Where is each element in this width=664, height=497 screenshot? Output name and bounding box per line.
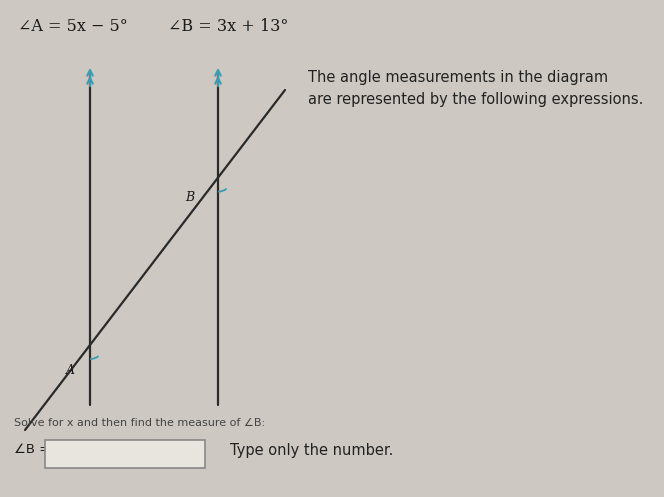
Text: are represented by the following expressions.: are represented by the following express… (308, 92, 643, 107)
Text: ∠A = 5x − 5°: ∠A = 5x − 5° (18, 18, 127, 35)
Text: B: B (185, 191, 195, 204)
Text: The angle measurements in the diagram: The angle measurements in the diagram (308, 70, 608, 85)
Text: Type only the number.: Type only the number. (230, 443, 393, 458)
FancyBboxPatch shape (45, 440, 205, 468)
Text: ∠B =: ∠B = (14, 443, 50, 456)
Text: ∠B = 3x + 13°: ∠B = 3x + 13° (168, 18, 288, 35)
Text: Solve for x and then find the measure of ∠B:: Solve for x and then find the measure of… (14, 418, 265, 428)
Text: A: A (66, 363, 74, 377)
